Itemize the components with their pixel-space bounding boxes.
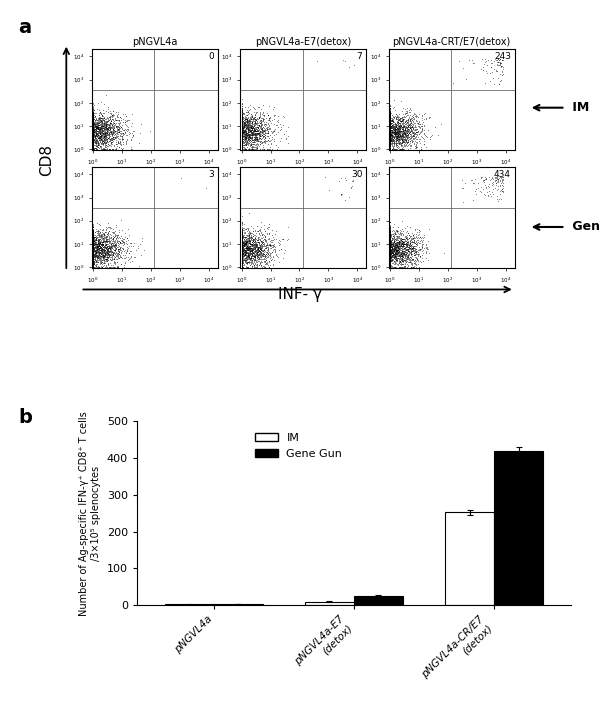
Text: INF- γ: INF- γ: [278, 287, 322, 303]
Text: IM: IM: [568, 101, 590, 114]
Text: CD8: CD8: [39, 144, 54, 176]
Text: a: a: [19, 18, 31, 37]
Text: Gene Gun: Gene Gun: [568, 220, 600, 234]
Text: b: b: [19, 408, 32, 427]
